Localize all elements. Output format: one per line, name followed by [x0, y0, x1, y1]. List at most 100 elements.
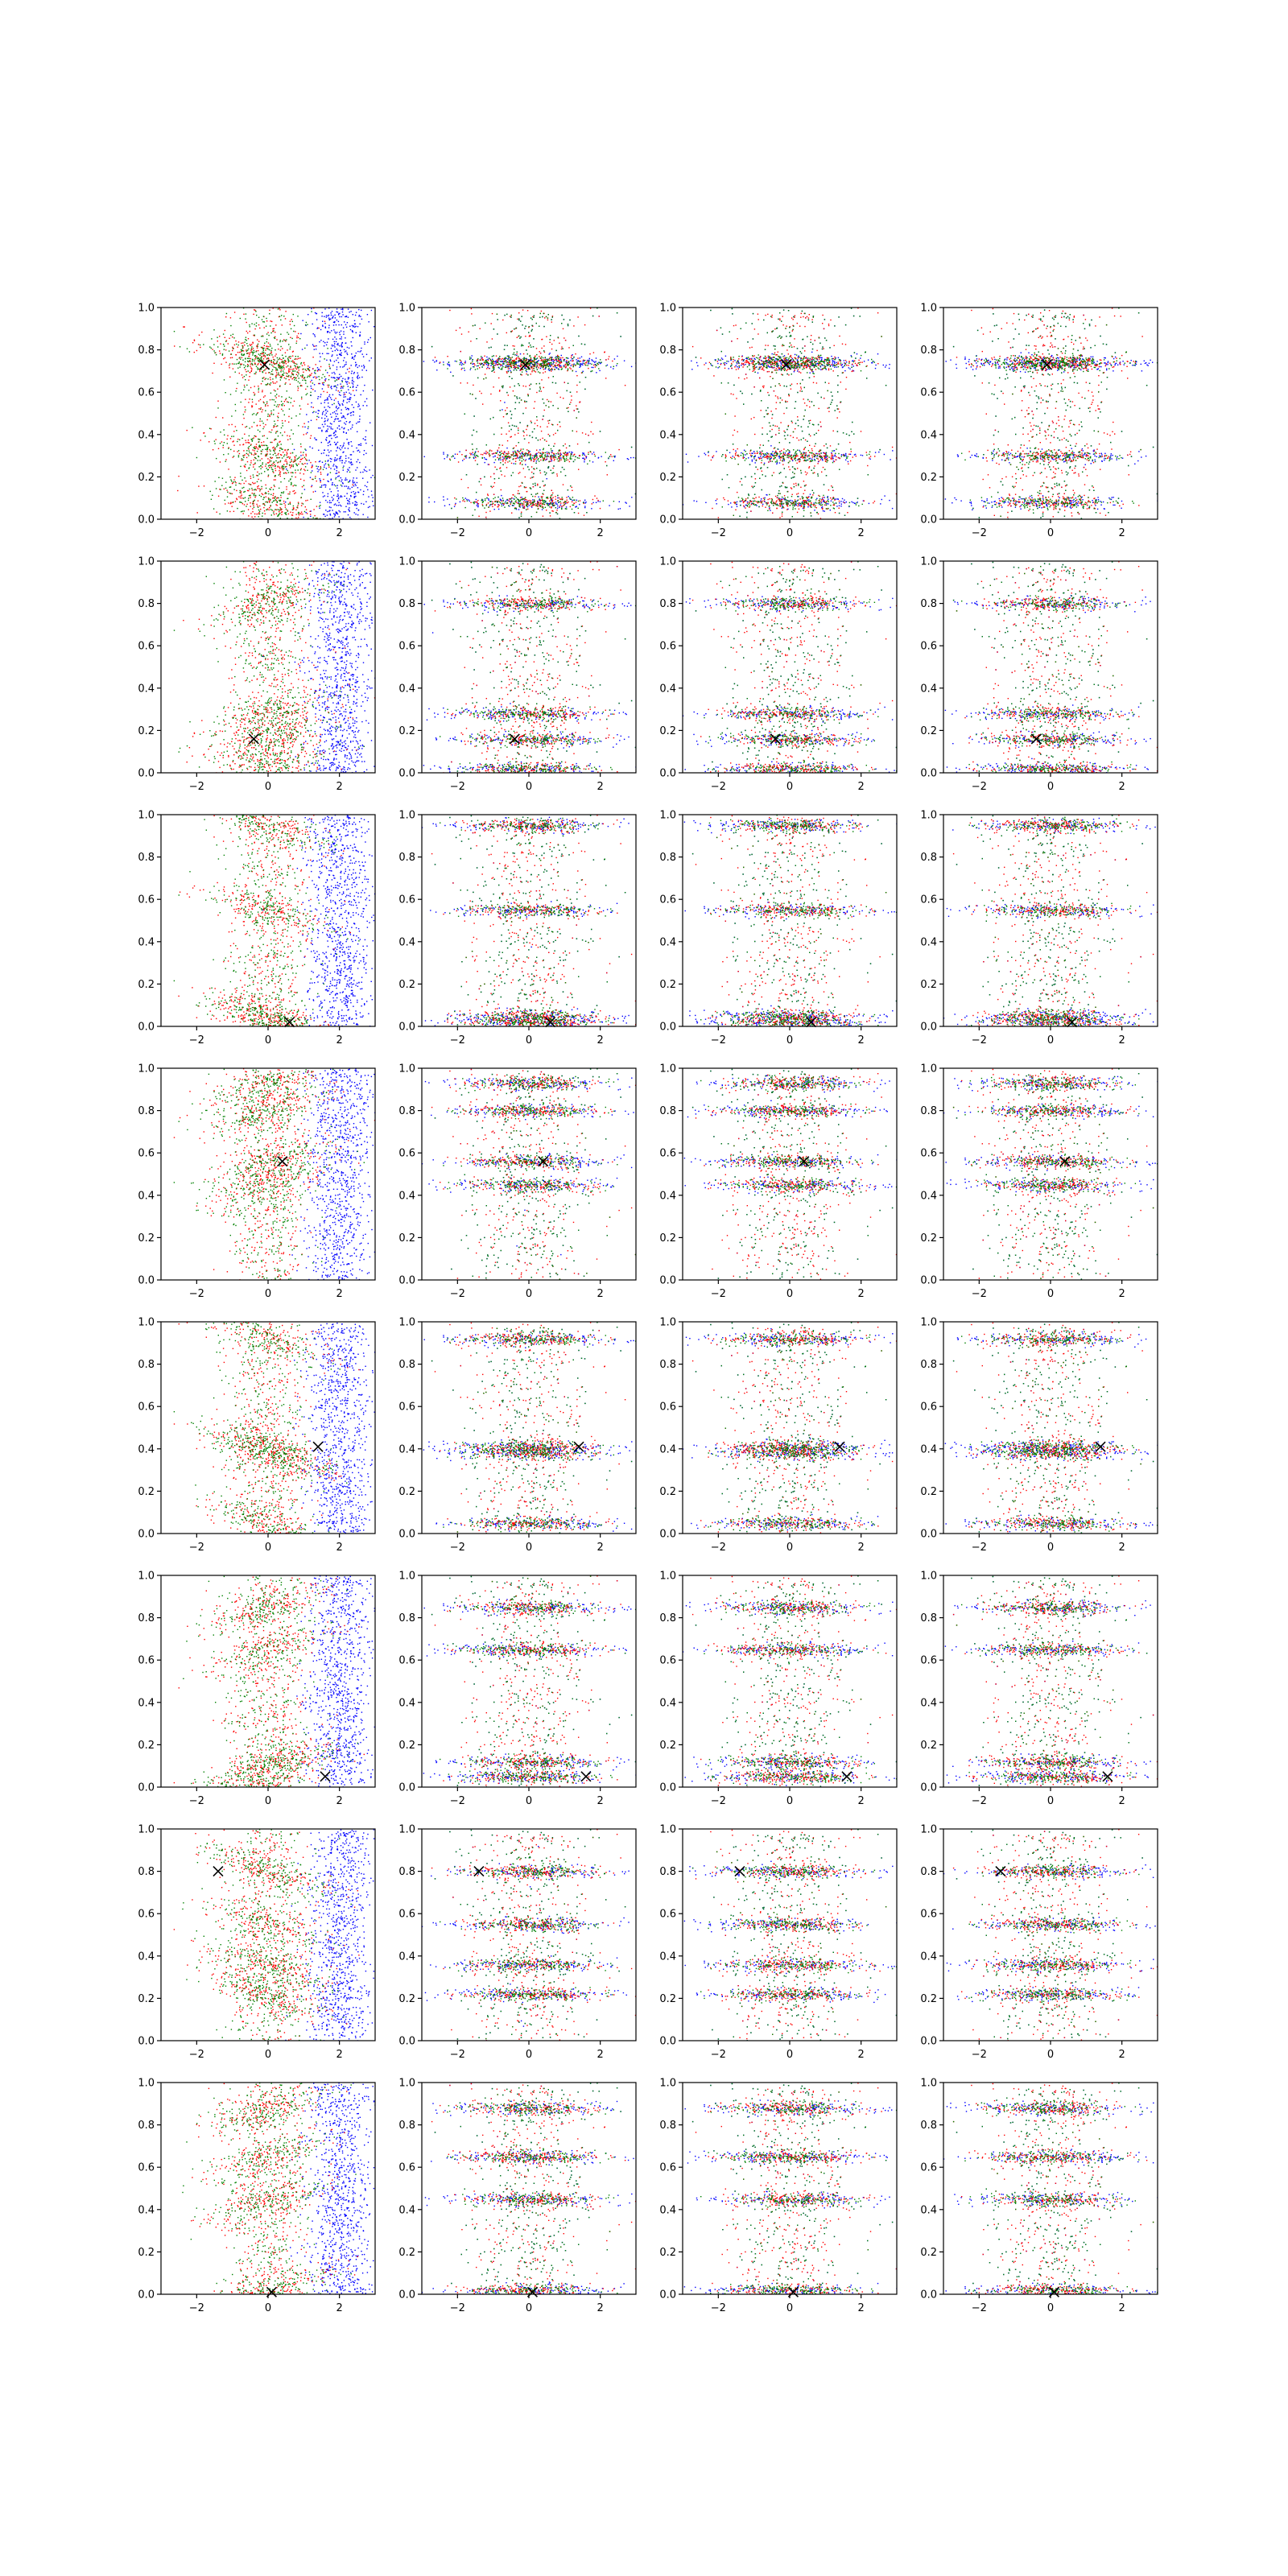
y-tick-label: 0.6 [138, 1655, 155, 1667]
x-tick-label: −2 [972, 781, 987, 793]
y-tick-label: 0.0 [138, 1782, 155, 1794]
x-tick-label: 2 [336, 1288, 343, 1300]
y-tick-label: 0.4 [138, 2204, 155, 2216]
x-tick-label: −2 [189, 2302, 204, 2314]
marker-x-icon [213, 1867, 223, 1876]
x-tick-label: 2 [336, 1795, 343, 1807]
y-tick-label: 0.8 [920, 1105, 937, 1117]
series-blue [411, 2083, 729, 2295]
y-tick-label: 0.2 [920, 979, 937, 991]
x-tick-label: 2 [858, 1542, 865, 1554]
series-blue [932, 815, 1250, 1027]
y-tick-label: 0.4 [398, 1443, 415, 1455]
y-tick-label: 0.8 [398, 1612, 415, 1624]
scatter-points [174, 1575, 386, 1788]
y-tick-label: 0.2 [920, 725, 937, 737]
y-tick-label: 0.2 [398, 472, 415, 484]
panel-r2-c2: −2 0 20.00.20.40.60.81.0 [398, 556, 729, 794]
axes-frame [683, 1068, 897, 1280]
x-tick-label: 2 [1119, 2049, 1125, 2061]
y-tick-label: 0.6 [659, 1909, 676, 1921]
panel-r8-c4: −2 0 20.00.20.40.60.81.0 [920, 2078, 1205, 2315]
x-tick-label: 2 [858, 1034, 865, 1046]
scatter-points [661, 815, 944, 1027]
x-tick-label: 0 [526, 781, 532, 793]
panel-r1-c1: −2 0 20.00.20.40.60.81.0 [138, 303, 402, 540]
x-tick-label: −2 [972, 1034, 987, 1046]
axes-frame [943, 1322, 1158, 1534]
x-tick-label: −2 [189, 781, 204, 793]
y-tick-label: 0.4 [398, 1951, 415, 1963]
y-tick-label: 0.2 [138, 979, 155, 991]
scatter-points [661, 308, 990, 520]
panel-r8-c2: −2 0 20.00.20.40.60.81.0 [398, 2078, 729, 2315]
panel-r8-c3: −2 0 20.00.20.40.60.81.0 [659, 2078, 989, 2315]
y-tick-label: 1.0 [398, 1063, 415, 1075]
y-tick-label: 0.2 [920, 1232, 937, 1245]
y-tick-label: 0.0 [398, 1529, 415, 1541]
x-tick-label: 0 [265, 1288, 271, 1300]
x-tick-label: 0 [265, 1542, 271, 1554]
y-tick-label: 0.6 [398, 894, 415, 906]
panel-r7-c1: −2 0 20.00.20.40.60.81.0 [138, 1824, 390, 2062]
y-tick-label: 0.8 [138, 1866, 155, 1878]
series-red [953, 1575, 1166, 1788]
y-tick-label: 0.2 [398, 725, 415, 737]
x-tick-label: 2 [336, 2302, 343, 2314]
y-tick-label: 0.2 [659, 979, 676, 991]
y-tick-label: 1.0 [920, 1317, 937, 1329]
y-tick-label: 1.0 [398, 810, 415, 822]
y-tick-label: 0.8 [920, 1612, 937, 1624]
y-tick-label: 0.2 [398, 1740, 415, 1752]
y-tick-label: 0.8 [920, 598, 937, 610]
y-tick-label: 0.6 [138, 1148, 155, 1160]
scatter-points [400, 561, 729, 774]
y-tick-label: 0.8 [398, 1359, 415, 1371]
y-tick-label: 0.0 [920, 1022, 937, 1034]
y-tick-label: 0.4 [398, 683, 415, 695]
x-tick-label: 2 [1119, 1542, 1125, 1554]
axes-frame [943, 2083, 1158, 2294]
series-blue [285, 308, 402, 520]
series-green [692, 815, 906, 1027]
y-tick-label: 0.8 [659, 852, 676, 864]
x-tick-label: 0 [526, 1288, 532, 1300]
y-tick-label: 0.8 [138, 345, 155, 357]
y-tick-label: 0.8 [659, 1866, 676, 1878]
series-green [174, 1322, 348, 1534]
panel-r6-c2: −2 0 20.00.20.40.60.81.0 [398, 1571, 729, 1808]
y-tick-label: 1.0 [659, 1063, 676, 1075]
x-tick-label: 2 [858, 2302, 865, 2314]
y-tick-label: 0.6 [138, 387, 155, 399]
panel-r7-c2: −2 0 20.00.20.40.60.81.0 [398, 1824, 729, 2062]
scatter-points [174, 1068, 402, 1281]
series-green [696, 308, 929, 520]
series-green [435, 815, 668, 1027]
axes-frame [422, 815, 636, 1026]
y-tick-label: 1.0 [659, 2078, 676, 2090]
y-tick-label: 0.0 [659, 514, 676, 526]
y-tick-label: 0.4 [398, 1190, 415, 1202]
y-tick-label: 1.0 [920, 810, 937, 822]
y-tick-label: 0.0 [138, 768, 155, 780]
series-red [435, 308, 668, 520]
y-tick-label: 1.0 [659, 1317, 676, 1329]
scatter-points [922, 1322, 1205, 1534]
y-tick-label: 0.4 [398, 2204, 415, 2216]
y-tick-label: 1.0 [138, 1317, 155, 1329]
panel-r6-c1: −2 0 20.00.20.40.60.81.0 [138, 1571, 385, 1808]
y-tick-label: 1.0 [398, 1824, 415, 1836]
scatter-points [661, 1322, 990, 1534]
panel-r3-c1: −2 0 20.00.20.40.60.81.0 [138, 810, 386, 1047]
y-tick-label: 0.0 [659, 2289, 676, 2301]
y-tick-label: 0.0 [398, 1782, 415, 1794]
y-tick-label: 0.6 [659, 1655, 676, 1667]
marker-x-icon [842, 1772, 852, 1781]
series-blue [400, 1576, 729, 1788]
y-tick-label: 0.2 [398, 979, 415, 991]
y-tick-label: 0.6 [920, 1148, 937, 1160]
x-tick-label: 0 [265, 781, 271, 793]
panel-r6-c3: −2 0 20.00.20.40.60.81.0 [659, 1571, 928, 1808]
y-tick-label: 0.4 [138, 1190, 155, 1202]
y-tick-label: 0.4 [920, 429, 937, 441]
